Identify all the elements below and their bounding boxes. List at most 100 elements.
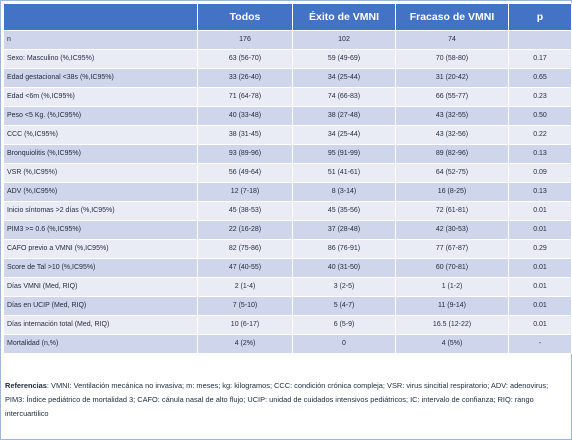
cell-fracaso: 72 (61-81)	[395, 201, 509, 221]
cell-p: 0.23	[508, 87, 572, 107]
cell-label: Sexo: Masculino (%,IC95%)	[3, 49, 198, 69]
cell-fracaso: 16 (8-25)	[395, 182, 509, 202]
cell-exito: 38 (27-48)	[292, 106, 396, 126]
cell-todos: 82 (75-86)	[197, 239, 293, 259]
cell-fracaso: 43 (32-55)	[395, 106, 509, 126]
cell-exito: 6 (5-9)	[292, 315, 396, 335]
cell-fracaso: 11 (9-14)	[395, 296, 509, 316]
header-fracaso: Fracaso de VMNI	[395, 3, 509, 31]
cell-p: 0.13	[508, 144, 572, 164]
header-todos: Todos	[197, 3, 293, 31]
table-row: Sexo: Masculino (%,IC95%) 63 (56-70) 59 (4…	[3, 49, 572, 69]
table-row: Edad <6m (%,IC95%) 71 (64-78) 74 (66-83) 66…	[3, 87, 572, 107]
cell-todos: 93 (89-96)	[197, 144, 293, 164]
table-row: n 176 102 74	[3, 30, 572, 50]
cell-fracaso: 31 (20-42)	[395, 68, 509, 88]
cell-p: 0.01	[508, 258, 572, 278]
table-row: ADV (%,IC95%) 12 (7-18) 8 (3-14) 16 (8-25) 0…	[3, 182, 572, 202]
cell-label: CAFO previo a VMNI (%,IC95%)	[3, 239, 198, 259]
cell-label: Edad gestacional <38s (%,IC95%)	[3, 68, 198, 88]
cell-todos: 45 (38-53)	[197, 201, 293, 221]
cell-exito: 102	[292, 30, 396, 50]
references-note: Referencias: VMNI: Ventilación mecánica …	[5, 379, 567, 421]
cell-exito: 0	[292, 334, 396, 354]
cell-fracaso: 4 (5%)	[395, 334, 509, 354]
cell-p: 0.13	[508, 182, 572, 202]
table-row: Bronquiolitis (%,IC95%) 93 (89-96) 95 (91-…	[3, 144, 572, 164]
cell-label: PIM3 >= 0.6 (%,IC95%)	[3, 220, 198, 240]
cell-exito: 3 (2-5)	[292, 277, 396, 297]
cell-exito: 5 (4-7)	[292, 296, 396, 316]
cell-fracaso: 89 (82-96)	[395, 144, 509, 164]
cell-fracaso: 60 (70-81)	[395, 258, 509, 278]
cell-exito: 45 (35-56)	[292, 201, 396, 221]
cell-label: Mortalidad (n,%)	[3, 334, 198, 354]
table-row: Inicio síntomas >2 días (%,IC95%) 45 (38-…	[3, 201, 572, 221]
cell-p: 0.01	[508, 201, 572, 221]
cell-p: 0.65	[508, 68, 572, 88]
cell-todos: 63 (56-70)	[197, 49, 293, 69]
cell-exito: 8 (3-14)	[292, 182, 396, 202]
table-row: VSR (%,IC95%) 56 (49-64) 51 (41-61) 64 (52-…	[3, 163, 572, 183]
cell-todos: 22 (16-28)	[197, 220, 293, 240]
cell-todos: 2 (1-4)	[197, 277, 293, 297]
cell-label: Días VMNI (Med, RIQ)	[3, 277, 198, 297]
cell-p: 0.29	[508, 239, 572, 259]
cell-exito: 95 (91-99)	[292, 144, 396, 164]
cell-exito: 59 (49-69)	[292, 49, 396, 69]
table-header-row: Todos Éxito de VMNI Fracaso de VMNI p	[3, 3, 572, 31]
cell-fracaso: 16.5 (12-22)	[395, 315, 509, 335]
cell-todos: 71 (64-78)	[197, 87, 293, 107]
cell-p: 0.01	[508, 296, 572, 316]
cell-exito: 34 (25-44)	[292, 125, 396, 145]
cell-label: ADV (%,IC95%)	[3, 182, 198, 202]
table-row: Días internación total (Med, RIQ) 10 (6-1…	[3, 315, 572, 335]
cell-exito: 40 (31-50)	[292, 258, 396, 278]
cell-exito: 37 (28-48)	[292, 220, 396, 240]
cell-todos: 40 (33-48)	[197, 106, 293, 126]
table-row: PIM3 >= 0.6 (%,IC95%) 22 (16-28) 37 (28-48…	[3, 220, 572, 240]
cell-label: Días internación total (Med, RIQ)	[3, 315, 198, 335]
table-row: Score de Tal >10 (%,IC95%) 47 (40-55) 40 (…	[3, 258, 572, 278]
table-row: CAFO previo a VMNI (%,IC95%) 82 (75-86) 86…	[3, 239, 572, 259]
header-p: p	[508, 3, 572, 31]
cell-label: Score de Tal >10 (%,IC95%)	[3, 258, 198, 278]
cell-fracaso: 64 (52-75)	[395, 163, 509, 183]
cell-todos: 47 (40-55)	[197, 258, 293, 278]
cell-p	[508, 30, 572, 50]
cell-p: 0.01	[508, 315, 572, 335]
cell-fracaso: 1 (1-2)	[395, 277, 509, 297]
cell-p: 0.01	[508, 277, 572, 297]
cell-label: n	[3, 30, 198, 50]
references-title: Referencias	[5, 381, 47, 390]
cell-label: Bronquiolitis (%,IC95%)	[3, 144, 198, 164]
cell-fracaso: 70 (58-80)	[395, 49, 509, 69]
cell-todos: 176	[197, 30, 293, 50]
cell-p: 0.01	[508, 220, 572, 240]
cell-todos: 38 (31-45)	[197, 125, 293, 145]
table-row: Mortalidad (n,%) 4 (2%) 0 4 (5%) -	[3, 334, 572, 354]
cell-todos: 4 (2%)	[197, 334, 293, 354]
cell-label: Inicio síntomas >2 días (%,IC95%)	[3, 201, 198, 221]
table-row: Días en UCIP (Med, RIQ) 7 (5-10) 5 (4-7) 11…	[3, 296, 572, 316]
cell-p: 0.09	[508, 163, 572, 183]
table-row: Edad gestacional <38s (%,IC95%) 33 (26-40…	[3, 68, 572, 88]
cell-p: -	[508, 334, 572, 354]
cell-todos: 56 (49-64)	[197, 163, 293, 183]
cell-label: VSR (%,IC95%)	[3, 163, 198, 183]
table-row: Días VMNI (Med, RIQ) 2 (1-4) 3 (2-5) 1 (1-2…	[3, 277, 572, 297]
cell-fracaso: 42 (30-53)	[395, 220, 509, 240]
table-row: CCC (%,IC95%) 38 (31-45) 34 (25-44) 43 (32-…	[3, 125, 572, 145]
cell-fracaso: 74	[395, 30, 509, 50]
cell-label: Días en UCIP (Med, RIQ)	[3, 296, 198, 316]
cell-label: Peso <5 Kg. (%,IC95%)	[3, 106, 198, 126]
cell-label: CCC (%,IC95%)	[3, 125, 198, 145]
cell-todos: 10 (6-17)	[197, 315, 293, 335]
cell-exito: 34 (25-44)	[292, 68, 396, 88]
header-label	[3, 3, 198, 31]
cell-exito: 74 (66-83)	[292, 87, 396, 107]
cell-exito: 86 (76-91)	[292, 239, 396, 259]
references-text: : VMNI: Ventilación mecánica no invasiva…	[5, 381, 549, 418]
